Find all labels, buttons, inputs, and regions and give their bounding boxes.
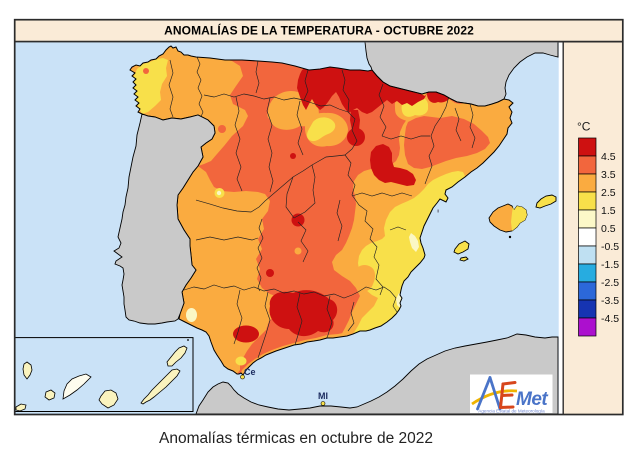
svg-text:ANOMALÍAS DE LA TEMPERATURA -: ANOMALÍAS DE LA TEMPERATURA - OCTUBRE 20… xyxy=(164,23,474,38)
svg-text:MI: MI xyxy=(318,391,328,401)
svg-text:-0.5: -0.5 xyxy=(601,241,619,253)
svg-text:4.5: 4.5 xyxy=(601,151,616,163)
svg-text:-2.5: -2.5 xyxy=(601,277,619,289)
svg-text:-3.5: -3.5 xyxy=(601,295,619,307)
svg-text:Anomalías térmicas en octubre: Anomalías térmicas en octubre de 2022 xyxy=(159,430,433,447)
svg-text:2.5: 2.5 xyxy=(601,187,616,199)
svg-text:1.5: 1.5 xyxy=(601,205,616,217)
svg-text:-4.5: -4.5 xyxy=(601,313,619,325)
svg-text:Agencia Estatal de Meteorologí: Agencia Estatal de Meteorología xyxy=(478,409,545,414)
svg-text:0.5: 0.5 xyxy=(601,223,616,235)
svg-text:°C: °C xyxy=(577,120,591,134)
svg-text:Ce: Ce xyxy=(244,367,256,377)
svg-text:-1.5: -1.5 xyxy=(601,259,619,271)
svg-text:3.5: 3.5 xyxy=(601,169,616,181)
svg-text:Met: Met xyxy=(516,389,548,410)
